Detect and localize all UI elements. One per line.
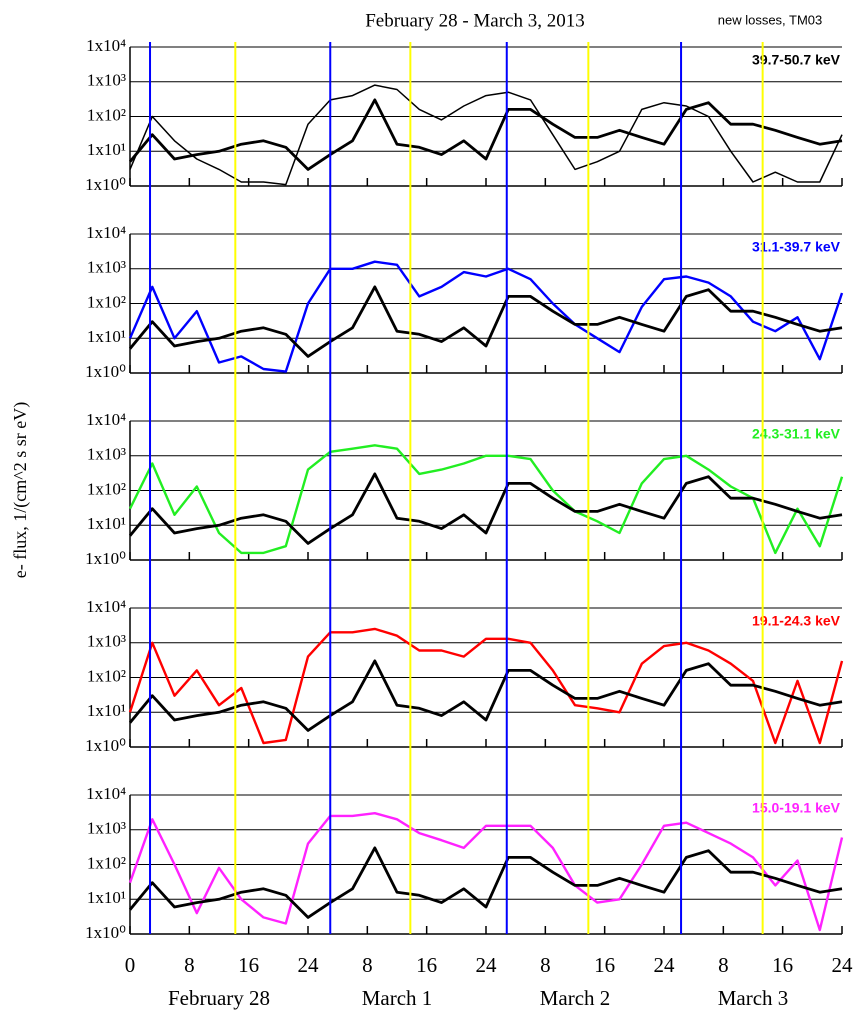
y-tick-label: 1x10² [87,292,126,311]
series-line [128,472,843,545]
series-label: 31.1-39.7 keV [752,239,841,255]
series-line [128,627,844,745]
y-tick-label: 1x10² [87,105,126,124]
y-tick-label: 1x10³ [87,632,126,651]
series-line [129,84,843,186]
series-label: 24.3-31.1 keV [752,426,841,442]
y-tick-label: 1x10⁴ [86,36,126,55]
x-tick-label: 24 [298,953,320,977]
x-tick-label: 8 [184,953,195,977]
x-tick-label: 16 [238,953,259,977]
y-tick-label: 1x10⁴ [86,223,126,242]
x-tick-label: 16 [594,953,615,977]
series-line [128,260,844,373]
y-tick-label: 1x10⁰ [85,923,126,942]
y-tick-label: 1x10³ [87,819,126,838]
series-label: 39.7-50.7 keV [752,52,841,68]
x-tick-label: 24 [832,953,854,977]
x-tick-label: 8 [718,953,729,977]
y-tick-label: 1x10³ [87,445,126,464]
y-tick-label: 1x10¹ [87,888,126,907]
x-tick-label: 8 [362,953,373,977]
y-tick-label: 1x10² [87,479,126,498]
y-tick-label: 1x10⁰ [85,175,126,194]
y-tick-label: 1x10¹ [87,140,126,159]
y-tick-label: 1x10⁴ [86,784,126,803]
y-tick-label: 1x10³ [87,71,126,90]
series-label: 19.1-24.3 keV [752,613,841,629]
series-line [128,846,843,919]
y-tick-label: 1x10⁴ [86,410,126,429]
day-label: March 2 [540,986,611,1010]
series-line [128,444,844,555]
y-tick-label: 1x10⁴ [86,597,126,616]
x-tick-label: 24 [654,953,676,977]
day-label: March 1 [362,986,433,1010]
y-axis-label: e- flux, 1/(cm^2 s sr eV) [10,402,31,578]
x-tick-label: 16 [416,953,437,977]
y-tick-label: 1x10¹ [87,514,126,533]
y-tick-label: 1x10² [87,853,126,872]
series-line [128,812,844,932]
day-label: March 3 [718,986,789,1010]
y-tick-label: 1x10¹ [87,327,126,346]
chart-title: February 28 - March 3, 2013 [365,10,585,31]
chart-subtitle: new losses, TM03 [718,12,823,27]
x-tick-label: 16 [772,953,793,977]
y-tick-label: 1x10¹ [87,701,126,720]
y-tick-label: 1x10⁰ [85,549,126,568]
series-line [128,98,843,171]
series-line [128,659,843,732]
series-label: 15.0-19.1 keV [752,800,841,816]
y-tick-label: 1x10³ [87,258,126,277]
x-tick-label: 0 [125,953,136,977]
y-tick-label: 1x10⁰ [85,362,126,381]
day-label: February 28 [168,986,270,1010]
y-tick-label: 1x10⁰ [85,736,126,755]
series-line [128,285,843,358]
y-tick-label: 1x10² [87,666,126,685]
x-tick-label: 8 [540,953,551,977]
x-tick-label: 24 [476,953,498,977]
